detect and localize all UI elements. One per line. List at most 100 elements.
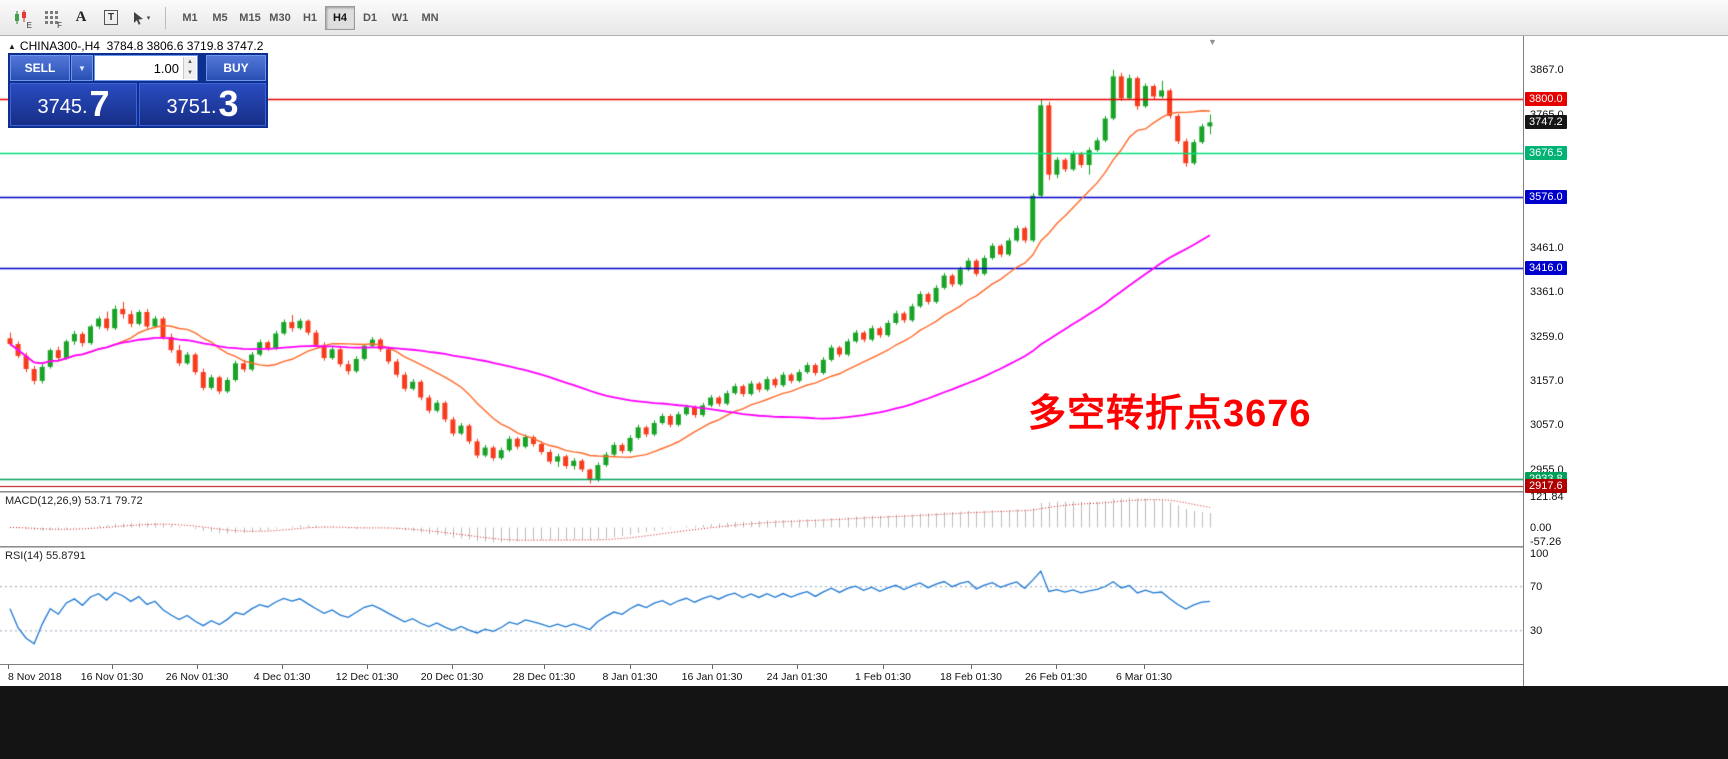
time-axis-tick	[883, 665, 884, 669]
price-tick-label: 3057.0	[1530, 419, 1564, 432]
time-axis-tick	[1144, 665, 1145, 669]
timeframe-m30-button[interactable]: M30	[265, 6, 295, 30]
chart-title: ▲ CHINA300-,H4 3784.8 3806.6 3719.8 3747.…	[8, 39, 263, 53]
macd-pane-splitter[interactable]	[0, 491, 1523, 493]
time-axis-label: 1 Feb 01:30	[854, 671, 912, 683]
volume-field-wrap: ▲ ▼	[94, 55, 198, 81]
label-tool-button[interactable]: T	[96, 5, 126, 31]
timeframe-mn-button[interactable]: MN	[415, 6, 445, 30]
time-axis-label: 16 Nov 01:30	[80, 671, 144, 683]
toolbar-separator	[165, 6, 166, 29]
hline-2917-badge: 2917.6	[1525, 479, 1567, 494]
timeframe-m15-button[interactable]: M15	[235, 6, 265, 30]
ask-main-digits: 3751.	[166, 96, 217, 118]
label-tool-glyph: T	[103, 10, 119, 25]
price-tick-label: 3867.0	[1530, 63, 1564, 76]
rsi-scale-label: 100	[1530, 547, 1549, 560]
bid-main-digits: 3745.	[37, 96, 88, 118]
toolbar: E F A T ▾ M1 M5 M15 M30 H1 H4 D1 W1 MN	[0, 0, 1728, 36]
chart-text-annotation: 多空转折点3676	[1028, 393, 1312, 435]
timeframe-m5-button[interactable]: M5	[205, 6, 235, 30]
macd-scale-label: 0.00	[1530, 521, 1552, 534]
bid-price[interactable]: 3745. 7	[10, 83, 137, 126]
time-axis-tick	[8, 665, 9, 669]
trade-controls-row: SELL ▼ ▲ ▼ BUY	[10, 55, 266, 81]
volume-spinner: ▲ ▼	[183, 57, 196, 79]
rsi-indicator-label: RSI(14) 55.8791	[5, 550, 86, 562]
ask-big-digit: 3	[218, 83, 239, 124]
volume-input[interactable]	[95, 56, 197, 80]
drawing-tools-group: E F A T ▾	[6, 5, 156, 31]
time-axis-label: 18 Feb 01:30	[940, 671, 1002, 683]
time-axis-tick	[971, 665, 972, 669]
macd-scale-label: -57.26	[1530, 535, 1562, 548]
price-tick-label: 3361.0	[1530, 285, 1564, 298]
ohlc-values: 3784.8 3806.6 3719.8 3747.2	[106, 39, 264, 53]
chevron-down-icon: ▾	[146, 14, 151, 22]
volume-increase-button[interactable]: ▲	[184, 57, 196, 68]
time-axis-label: 26 Nov 01:30	[165, 671, 229, 683]
chart-shift-marker-icon[interactable]: ▼	[1208, 37, 1217, 47]
time-axis-tick	[797, 665, 798, 669]
time-axis-label: 8 Nov 2018	[8, 671, 62, 683]
time-axis-label: 26 Feb 01:30	[1025, 671, 1087, 683]
price-tick-label: 3461.0	[1530, 241, 1564, 254]
time-axis-tick	[367, 665, 368, 669]
candles-sub-label: E	[26, 20, 32, 30]
quote-row: 3745. 7 3751. 3	[10, 83, 266, 126]
timeframe-w1-button[interactable]: W1	[385, 6, 415, 30]
cursor-tool-button[interactable]: ▾	[126, 5, 156, 31]
hline-3416-badge: 3416.0	[1525, 260, 1567, 275]
time-axis-tick	[630, 665, 631, 669]
time-axis-tick	[282, 665, 283, 669]
price-tick-label: 3157.0	[1530, 375, 1564, 388]
grid-sub-label: F	[57, 20, 62, 30]
chart-style-button[interactable]: E	[6, 5, 36, 31]
timeframe-m1-button[interactable]: M1	[175, 6, 205, 30]
rsi-pane-splitter[interactable]	[0, 546, 1523, 548]
timeframe-h1-button[interactable]: H1	[295, 6, 325, 30]
symbol-period-label: CHINA300-,H4	[19, 39, 100, 53]
time-axis-tick	[197, 665, 198, 669]
sell-button[interactable]: SELL	[10, 55, 70, 81]
price-tick-label: 3259.0	[1530, 330, 1564, 343]
chevron-down-icon: ▼	[78, 63, 86, 73]
macd-pane-canvas[interactable]	[0, 493, 1523, 546]
rsi-pane-canvas[interactable]	[0, 548, 1523, 664]
time-axis-tick	[112, 665, 113, 669]
time-axis-tick	[712, 665, 713, 669]
volume-decrease-button[interactable]: ▼	[184, 68, 196, 79]
time-axis-label: 28 Dec 01:30	[512, 671, 576, 683]
text-tool-button[interactable]: A	[66, 5, 96, 31]
grid-button[interactable]: F	[36, 5, 66, 31]
ask-price[interactable]: 3751. 3	[139, 83, 266, 126]
rsi-scale-label: 30	[1530, 624, 1543, 637]
buy-button[interactable]: BUY	[206, 55, 266, 81]
volume-dropdown-button[interactable]: ▼	[71, 55, 93, 81]
hline-3576-badge: 3576.0	[1525, 190, 1567, 205]
chart-plot-area: 8 Nov 2018 16 Nov 01:30 26 Nov 01:30 4 Dec …	[0, 36, 1523, 686]
chart-window: 8 Nov 2018 16 Nov 01:30 26 Nov 01:30 4 Dec …	[0, 36, 1728, 686]
time-axis-label: 16 Jan 01:30	[681, 671, 743, 683]
time-axis-label: 6 Mar 01:30	[1115, 671, 1173, 683]
time-axis-label: 12 Dec 01:30	[335, 671, 399, 683]
macd-scale-label: 121.84	[1530, 491, 1564, 504]
symbol-marker-icon: ▲	[8, 42, 16, 51]
hline-3676-badge: 3676.5	[1525, 146, 1567, 161]
bottom-panel	[0, 686, 1728, 759]
time-axis-tick	[452, 665, 453, 669]
rsi-scale-label: 70	[1530, 580, 1543, 593]
time-axis-tick	[1056, 665, 1057, 669]
time-axis-tick	[544, 665, 545, 669]
timeframe-h4-button[interactable]: H4	[325, 5, 355, 30]
time-axis-label: 8 Jan 01:30	[602, 671, 658, 683]
timeframe-d1-button[interactable]: D1	[355, 6, 385, 30]
time-axis-label: 4 Dec 01:30	[253, 671, 311, 683]
text-tool-glyph: A	[75, 9, 87, 25]
last-price-badge: 3747.2	[1525, 115, 1567, 130]
timeframe-group: M1 M5 M15 M30 H1 H4 D1 W1 MN	[175, 5, 445, 30]
time-axis: 8 Nov 2018 16 Nov 01:30 26 Nov 01:30 4 Dec …	[0, 664, 1523, 686]
time-axis-label: 20 Dec 01:30	[420, 671, 484, 683]
one-click-trading-panel: SELL ▼ ▲ ▼ BUY 3745.7 3751.3	[8, 53, 268, 128]
